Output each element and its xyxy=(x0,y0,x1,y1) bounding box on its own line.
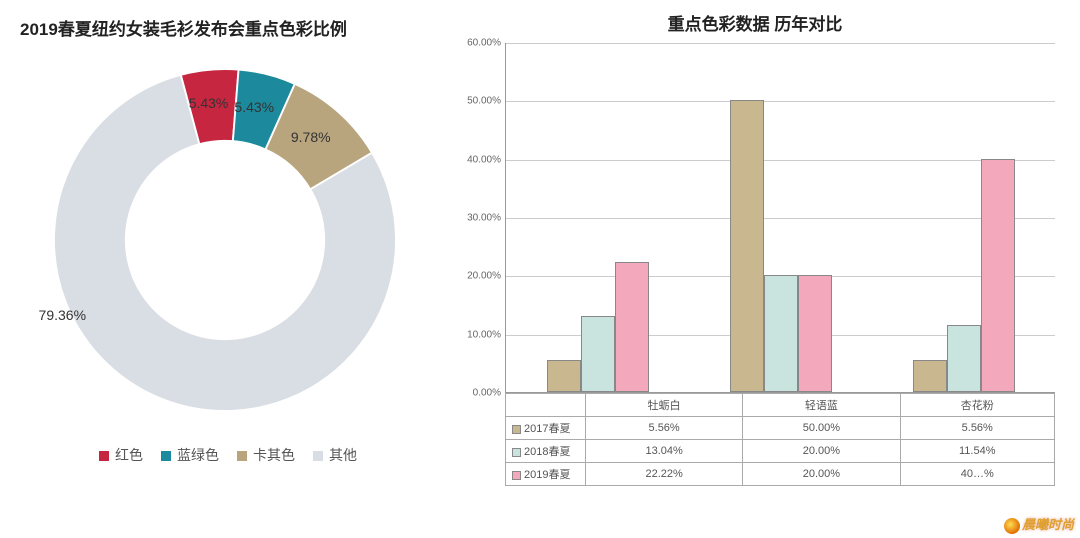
y-tick-label: 60.00% xyxy=(451,38,501,49)
legend-swatch xyxy=(99,451,109,461)
series-swatch xyxy=(512,471,521,480)
donut-slice-label: 9.78% xyxy=(291,129,331,145)
legend-swatch xyxy=(313,451,323,461)
legend-swatch xyxy=(161,451,171,461)
table-cell: 50.00% xyxy=(743,417,900,440)
table-cell: 40…% xyxy=(900,463,1055,486)
donut-slice-label: 79.36% xyxy=(39,307,86,323)
table-cell: 22.22% xyxy=(586,463,743,486)
bar xyxy=(547,360,581,392)
series-header: 2018春夏 xyxy=(506,440,586,463)
bar-group xyxy=(872,43,1055,392)
table-cell: 20.00% xyxy=(743,440,900,463)
y-tick-label: 40.00% xyxy=(451,154,501,165)
table-cell: 5.56% xyxy=(586,417,743,440)
series-header: 2019春夏 xyxy=(506,463,586,486)
bar xyxy=(730,100,764,392)
bar-panel: 重点色彩数据 历年对比 0.00% 10.00% 20.00% 30.00% 40.00… xyxy=(440,0,1080,538)
bar-group xyxy=(506,43,689,392)
table-cell: 20.00% xyxy=(743,463,900,486)
legend-item: 红色 xyxy=(93,447,143,463)
y-tick-label: 30.00% xyxy=(451,213,501,224)
y-tick-label: 50.00% xyxy=(451,96,501,107)
y-tick-label: 10.00% xyxy=(451,329,501,340)
bar xyxy=(615,262,649,392)
watermark: 晨曦时尚 xyxy=(1004,514,1074,534)
category-header: 轻语蓝 xyxy=(743,394,900,417)
series-swatch xyxy=(512,448,521,457)
table-cell: 13.04% xyxy=(586,440,743,463)
legend-item: 蓝绿色 xyxy=(155,447,219,463)
table-corner xyxy=(506,394,586,417)
donut-title: 2019春夏纽约女装毛衫发布会重点色彩比例 xyxy=(20,15,430,40)
y-tick-label: 0.00% xyxy=(451,388,501,399)
bar-data-table: 牡蛎白轻语蓝杏花粉2017春夏5.56%50.00%5.56%2018春夏13.… xyxy=(505,393,1055,486)
bar xyxy=(798,275,832,392)
bar xyxy=(581,316,615,392)
series-header: 2017春夏 xyxy=(506,417,586,440)
bar xyxy=(947,325,981,392)
bar xyxy=(981,159,1015,392)
series-swatch xyxy=(512,425,521,434)
legend-item: 其他 xyxy=(307,447,357,463)
y-tick-label: 20.00% xyxy=(451,271,501,282)
donut-slice-label: 5.43% xyxy=(234,99,274,115)
table-cell: 11.54% xyxy=(900,440,1055,463)
donut-slice-label: 5.43% xyxy=(189,95,229,111)
legend-item: 卡其色 xyxy=(231,447,295,463)
bar-title: 重点色彩数据 历年对比 xyxy=(450,10,1060,35)
category-header: 杏花粉 xyxy=(900,394,1055,417)
bar xyxy=(913,360,947,392)
category-header: 牡蛎白 xyxy=(586,394,743,417)
legend-swatch xyxy=(237,451,247,461)
donut-legend: 红色蓝绿色卡其色其他 xyxy=(20,445,430,465)
donut-chart: 5.43% 5.43% 9.78% 79.36% xyxy=(35,50,415,430)
bar-group xyxy=(689,43,872,392)
donut-panel: 2019春夏纽约女装毛衫发布会重点色彩比例 5.43% 5.43% 9.78% 79.… xyxy=(0,0,440,538)
bar-chart: 0.00%10.00%20.00%30.00%40.00%50.00%60.00… xyxy=(450,43,1060,486)
bar xyxy=(764,275,798,392)
table-cell: 5.56% xyxy=(900,417,1055,440)
